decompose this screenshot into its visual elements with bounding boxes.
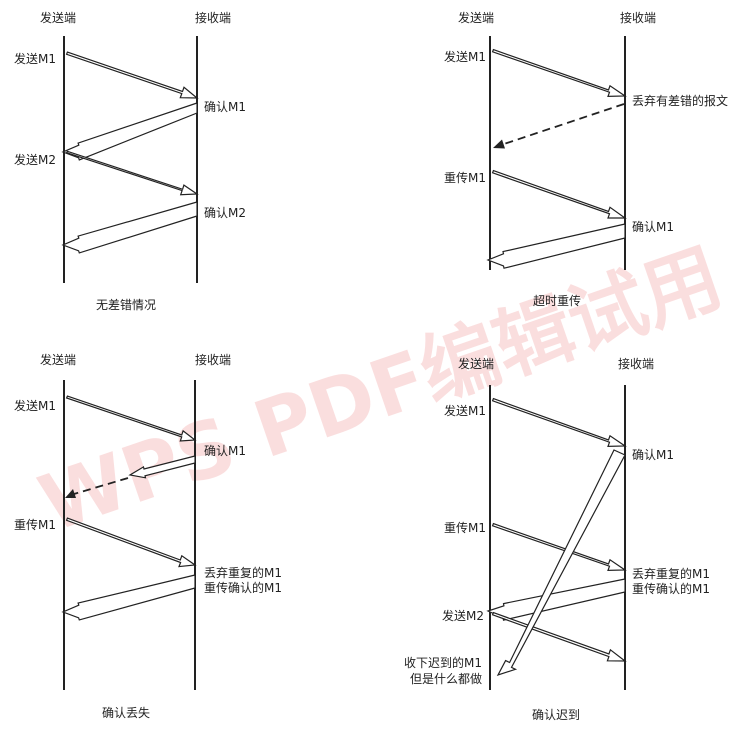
br-label-send-m1: 发送M1 [444,403,486,418]
bl-arrow-m1 [65,395,197,442]
br-sender-label: 发送端 [458,356,494,371]
bl-arrow-resend [65,517,197,568]
tr-sender-label: 发送端 [458,10,494,25]
tr-dashed-arrowhead [493,139,505,149]
tr-label-resend: 重传M1 [444,170,486,185]
bl-label-ack-m1: 确认M1 [204,444,246,458]
br-label-discard-2: 重传确认的M1 [632,581,710,596]
br-arrow-m1 [491,397,627,448]
bl-dashed-arrowhead [65,489,76,498]
tl-arrow-m1 [65,51,199,99]
tr-arrow-m1 [491,48,627,98]
tr-caption: 超时重传 [533,293,581,308]
br-label-send-m2: 发送M2 [442,608,484,623]
bl-sender-label: 发送端 [40,352,76,367]
br-caption: 确认迟到 [532,708,580,722]
bl-label-resend: 重传M1 [14,517,56,532]
panel-ack-lost: 发送端 接收端 发送M1 确认M1 重传M1 丢弃重复的M1 重传确认的M1 确… [14,352,282,720]
tl-arrow-ack-m1 [61,102,198,161]
tr-label-send-m1: 发送M1 [444,49,486,64]
panel-no-error: 发送端 接收端 发送M1 确认M1 发送M2 确认M2 无差错情况 [14,10,246,312]
tl-caption: 无差错情况 [96,298,156,312]
tl-label-ack-m1: 确认M1 [204,100,246,114]
panel-ack-late: 发送端 接收端 发送M1 确认M1 重传M1 丢弃重复的M1 重传确认的M1 发… [404,356,710,722]
bl-label-send-m1: 发送M1 [14,398,56,413]
br-arrow-m2 [491,611,627,662]
bl-label-discard-1: 丢弃重复的M1 [204,565,282,580]
br-label-discard-1: 丢弃重复的M1 [632,566,710,581]
bl-dashed-lost [73,477,129,495]
watermark: WPS PDF编辑试用 [29,233,733,550]
bl-arrow-ack-short [128,455,196,479]
tl-arrow-m2 [65,150,199,196]
tl-label-ack-m2: 确认M2 [204,206,246,220]
bl-caption: 确认丢失 [102,705,150,720]
br-arrow-ack-resend [486,578,626,621]
br-label-ack-m1: 确认M1 [632,448,674,462]
tl-label-send-m1: 发送M1 [14,51,56,66]
tr-label-ack-m1: 确认M1 [632,220,674,234]
br-arrow-resend [491,522,627,572]
tl-sender-label: 发送端 [40,10,76,25]
bl-arrow-ack-resend [61,574,196,621]
bl-receiver-label: 接收端 [195,352,231,367]
tl-receiver-label: 接收端 [195,10,231,25]
br-receiver-label: 接收端 [618,356,654,371]
watermark-text: WPS PDF编辑试用 [29,233,733,550]
tr-label-discard: 丢弃有差错的报文 [632,93,728,108]
br-label-late-1: 收下迟到的M1 [404,655,482,670]
tl-arrow-ack-m2 [61,201,198,254]
tr-arrow-ack-m1 [486,223,626,269]
br-arrow-late-ack [496,449,626,677]
tr-receiver-label: 接收端 [620,10,656,25]
br-label-resend: 重传M1 [444,520,486,535]
tl-label-send-m2: 发送M2 [14,152,56,167]
bl-label-discard-2: 重传确认的M1 [204,580,282,595]
tr-dashed-lost [500,103,625,146]
br-label-late-2: 但是什么都做 [410,671,482,686]
tr-arrow-resend [491,169,627,219]
panel-timeout-retransmit: 发送端 接收端 发送M1 丢弃有差错的报文 重传M1 确认M1 超时重传 [444,10,728,308]
